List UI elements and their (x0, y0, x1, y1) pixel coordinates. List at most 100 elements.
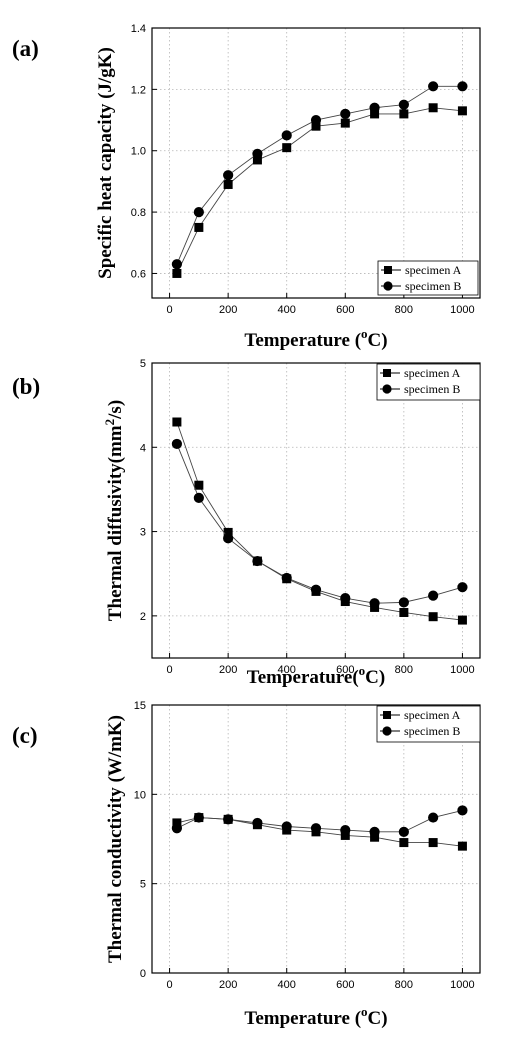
plot-frame (151, 704, 481, 974)
y-tick-label: 5 (140, 358, 146, 370)
x-axis-title-end: C) (365, 667, 385, 688)
x-axis-title-end: C) (368, 330, 388, 351)
y-tick-label: 15 (134, 700, 146, 712)
data-point-b (171, 438, 182, 450)
x-tick-label: 0 (167, 664, 173, 676)
legend: specimen A specimen B (376, 705, 481, 743)
x-tick-label: 400 (278, 979, 296, 991)
data-point-b (252, 817, 263, 829)
data-point-b (398, 597, 409, 608)
y-tick-label: 3 (140, 527, 146, 539)
x-axis-title-sup: o (359, 663, 366, 678)
data-point-b (310, 823, 322, 834)
y-tick-label: 0.8 (131, 207, 146, 219)
x-tick-label: 0 (167, 304, 173, 316)
x-tick-label: 400 (278, 304, 296, 316)
x-tick-label: 400 (278, 664, 296, 676)
x-axis-title: Temperature(oC) (247, 663, 385, 688)
data-point-b (428, 590, 439, 601)
data-point-a (457, 841, 467, 851)
legend-box (376, 705, 481, 743)
data-point-a (172, 417, 182, 427)
legend-label: specimen A (404, 708, 461, 722)
x-tick-label: 600 (336, 304, 354, 316)
x-axis-title: Temperature (oC) (244, 326, 387, 351)
data-point-a (457, 615, 467, 625)
data-point-b (457, 81, 468, 92)
legend-marker-b (383, 281, 393, 291)
x-tick-label: 800 (395, 664, 413, 676)
y-axis-title: Thermal diffusivity(mm2/s) (102, 400, 126, 621)
x-tick-label: 1000 (450, 664, 474, 676)
data-point-b (340, 108, 351, 120)
data-point-b (369, 826, 380, 837)
data-point-b (281, 130, 292, 141)
x-tick-label: 200 (219, 304, 237, 316)
data-point-a (428, 103, 438, 113)
data-point-b (252, 555, 263, 567)
data-point-b (457, 582, 468, 593)
data-point-a (223, 527, 233, 537)
series-line-a (176, 107, 463, 274)
y-axis-title: Thermal conductivity (W/mK) (105, 715, 126, 963)
panel-label: (b) (12, 374, 40, 399)
x-tick-label: 1000 (450, 979, 474, 991)
y-axis-title-sup: 2 (102, 419, 117, 426)
x-tick-label: 600 (336, 664, 354, 676)
y-tick-label: 5 (140, 879, 146, 891)
x-axis-title: Temperature (oC) (244, 1004, 387, 1029)
data-point-b (252, 148, 263, 159)
data-point-b (398, 99, 409, 110)
x-tick-label: 800 (395, 304, 413, 316)
legend-marker-a (383, 369, 391, 377)
x-axis-title-main: Temperature ( (244, 1008, 361, 1029)
panel-label: (a) (12, 36, 39, 61)
data-point-b (281, 821, 292, 832)
data-point-b (193, 492, 204, 503)
chart-panel-c: 0 200 400 600 800 1000 0 5 10 15 (c) Thermal conduc… (12, 700, 481, 1029)
data-point-a (428, 838, 438, 848)
data-point-b (223, 533, 234, 544)
x-tick-label: 200 (219, 979, 237, 991)
data-point-b (171, 259, 182, 270)
data-point-b (340, 824, 351, 836)
panel-label: (c) (12, 723, 38, 748)
data-point-a (282, 143, 292, 153)
data-point-a (399, 838, 409, 848)
legend-marker-b (382, 384, 392, 394)
x-axis-title-main: Temperature ( (244, 330, 361, 351)
data-point-b (223, 170, 234, 181)
plot-frame (151, 362, 481, 659)
data-point-b (310, 114, 322, 126)
data-point-b (428, 81, 439, 92)
data-point-a (457, 106, 467, 116)
x-tick-label: 600 (336, 979, 354, 991)
data-point-a (370, 109, 380, 119)
data-point-a (399, 607, 409, 617)
data-point-b (281, 572, 292, 584)
data-point-a (172, 268, 182, 278)
x-tick-label: 1000 (450, 304, 474, 316)
x-tick-label: 0 (167, 979, 173, 991)
data-point-a (340, 118, 350, 128)
legend-marker-b (382, 726, 392, 736)
plot-frame (151, 27, 481, 299)
y-tick-label: 0.6 (131, 268, 146, 280)
y-tick-label: 1.0 (131, 146, 146, 158)
data-point-b (193, 812, 204, 823)
data-point-b (369, 102, 380, 113)
chart-panel-b: 0 200 400 600 800 1000 2 3 4 5 (b) Thermal diffusiv… (12, 358, 481, 688)
y-tick-label: 10 (134, 789, 146, 801)
x-axis-title-sup: o (361, 326, 368, 341)
y-tick-label: 4 (140, 442, 146, 454)
data-point-a (311, 121, 321, 131)
data-point-a (194, 480, 204, 490)
legend-box (377, 260, 479, 296)
legend: specimen A specimen B (377, 260, 479, 296)
series-line-b (176, 443, 463, 604)
x-tick-label: 200 (219, 664, 237, 676)
y-tick-label: 1.4 (131, 23, 146, 35)
x-axis-title-sup: o (361, 1004, 368, 1019)
data-point-b (398, 826, 409, 837)
y-tick-label: 0 (140, 968, 146, 980)
